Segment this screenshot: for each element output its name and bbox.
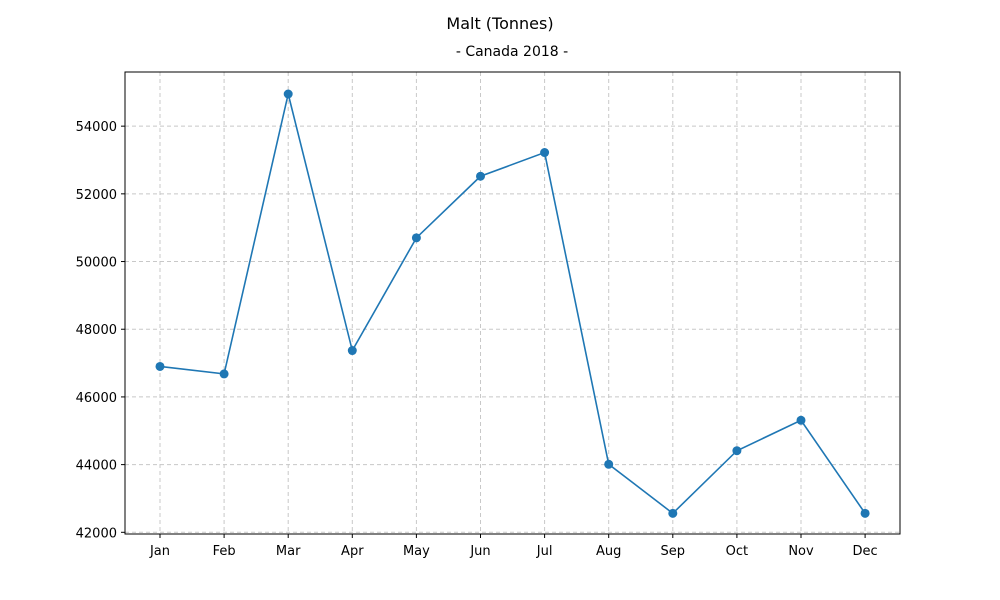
data-point bbox=[540, 148, 550, 158]
y-tick-label: 52000 bbox=[76, 188, 117, 203]
data-point bbox=[411, 233, 421, 243]
data-point bbox=[347, 346, 357, 356]
x-tick-label: Jan bbox=[149, 544, 170, 559]
grid-lines bbox=[125, 72, 900, 534]
data-point bbox=[668, 508, 678, 518]
data-point bbox=[476, 171, 485, 181]
chart-subtitle: - Canada 2018 - bbox=[455, 44, 569, 60]
y-tick-label: 50000 bbox=[76, 256, 117, 271]
axes: Jan Feb Mar Apr May Jun Jul Aug Sep Oct Nov Dec 4200… bbox=[76, 120, 878, 559]
data-point bbox=[283, 89, 293, 99]
y-tick-label: 44000 bbox=[76, 459, 117, 474]
x-tick-label: May bbox=[403, 544, 430, 559]
data-point bbox=[796, 415, 806, 425]
x-tick-label: Mar bbox=[276, 544, 301, 559]
y-tick-label: 46000 bbox=[76, 391, 117, 406]
series-layer bbox=[155, 89, 870, 518]
data-point bbox=[155, 361, 165, 371]
x-tick-label: Dec bbox=[853, 544, 878, 559]
x-tick-label: Oct bbox=[726, 544, 748, 559]
data-point bbox=[219, 369, 229, 379]
x-tick-label: Apr bbox=[341, 544, 364, 559]
y-tick-label: 42000 bbox=[76, 526, 117, 541]
x-tick-label: Jun bbox=[469, 544, 490, 559]
y-tick-label: 48000 bbox=[76, 323, 117, 338]
x-tick-label: Jul bbox=[536, 544, 553, 559]
plot-frame bbox=[124, 71, 901, 535]
x-tick-label: Sep bbox=[661, 544, 686, 559]
y-tick-label: 54000 bbox=[76, 120, 117, 135]
chart-title: Malt (Tonnes) bbox=[446, 14, 554, 33]
data-point bbox=[732, 446, 742, 456]
x-tick-label: Nov bbox=[788, 544, 814, 559]
x-tick-label: Feb bbox=[213, 544, 236, 559]
x-tick-label: Aug bbox=[596, 544, 621, 559]
data-point bbox=[860, 508, 870, 518]
data-point bbox=[604, 459, 614, 469]
series-line bbox=[159, 93, 866, 515]
